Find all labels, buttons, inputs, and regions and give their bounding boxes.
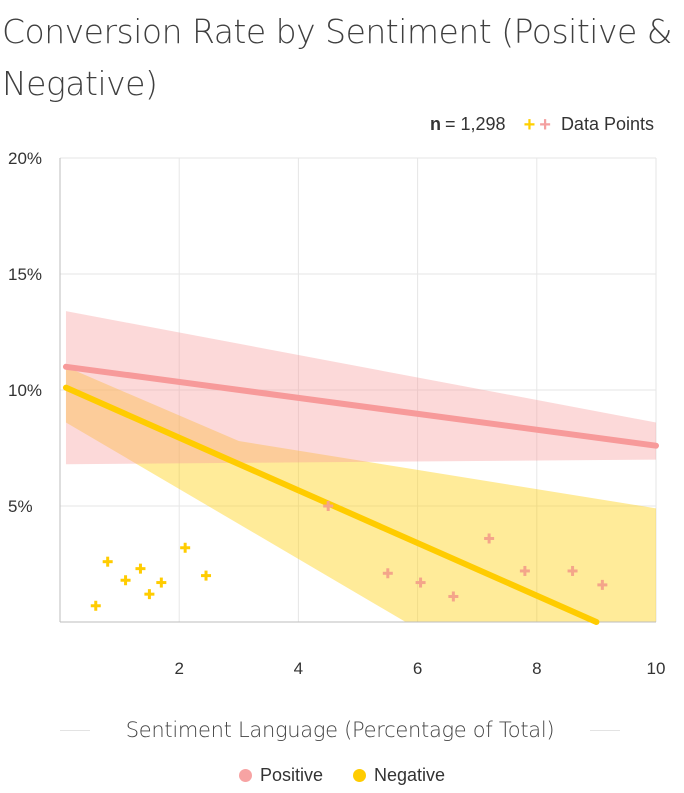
data-point-positive-7	[597, 579, 608, 590]
legend-item-positive[interactable]: Positive	[238, 765, 323, 786]
confidence-bands	[65, 311, 656, 622]
positive-plus-icon: +	[539, 113, 551, 136]
negative-plus-icon: +	[523, 113, 536, 136]
data-point-negative-7	[201, 570, 212, 581]
data-point-negative-0	[90, 600, 101, 611]
legend-positive-label: Positive	[259, 765, 323, 785]
legend: Positive Negative	[0, 765, 684, 786]
y-tick-label-5: 5%	[8, 497, 33, 516]
data-point-positive-4	[484, 533, 495, 544]
data-points	[90, 501, 608, 611]
trend-line-positive	[62, 363, 659, 449]
legend-positive-dot-icon	[238, 769, 252, 782]
legend-negative-dot-icon	[352, 769, 366, 782]
data-point-negative-3	[135, 563, 146, 574]
data-points-legend-label: Data Points	[560, 114, 654, 134]
x-tick-label-6: 6	[413, 659, 422, 678]
data-point-negative-6	[180, 542, 191, 553]
confidence-band-positive	[65, 311, 656, 465]
sample-size-value: = 1,298	[445, 114, 506, 134]
y-tick-label-20: 20%	[8, 149, 42, 168]
data-point-negative-1	[102, 556, 113, 567]
y-tick-label-10: 10%	[8, 381, 42, 400]
data-point-positive-0	[323, 501, 334, 511]
data-point-positive-5	[519, 565, 530, 576]
data-point-negative-5	[156, 577, 167, 588]
y-tick-label-15: 15%	[8, 265, 42, 284]
data-point-positive-6	[567, 565, 578, 576]
x-axis-title-rule-right	[590, 729, 621, 731]
data-point-positive-2	[415, 577, 426, 588]
chart-title: Conversion Rate by Sentiment (Positive &…	[2, 12, 673, 103]
data-point-positive-1	[382, 568, 393, 579]
axes	[59, 158, 656, 623]
data-point-negative-2	[120, 575, 131, 586]
x-axis-title-row: Sentiment Language (Percentage of Total)	[60, 715, 621, 745]
confidence-band-negative	[65, 366, 656, 622]
x-axis-ticks: 2 4 6 8 10	[174, 659, 665, 678]
x-axis-title: Sentiment Language (Percentage of Total)	[125, 718, 555, 742]
sample-size-and-points-legend: n = 1,298 + + Data Points	[430, 114, 654, 135]
legend-negative-label: Negative	[373, 765, 446, 785]
y-axis-ticks: 5% 10% 15% 20%	[8, 149, 42, 516]
x-tick-label-2: 2	[174, 659, 183, 678]
sample-size-label: n	[430, 114, 441, 134]
data-point-negative-4	[144, 589, 155, 600]
x-tick-label-4: 4	[294, 659, 303, 678]
chart-plot-svg: 5% 10% 15% 20% 2 4 6 8 10	[8, 149, 665, 678]
x-axis-title-rule-left	[60, 729, 90, 731]
x-tick-label-10: 10	[647, 659, 666, 678]
legend-item-negative[interactable]: Negative	[352, 765, 446, 786]
x-tick-label-8: 8	[532, 659, 541, 678]
data-point-positive-3	[448, 591, 459, 602]
